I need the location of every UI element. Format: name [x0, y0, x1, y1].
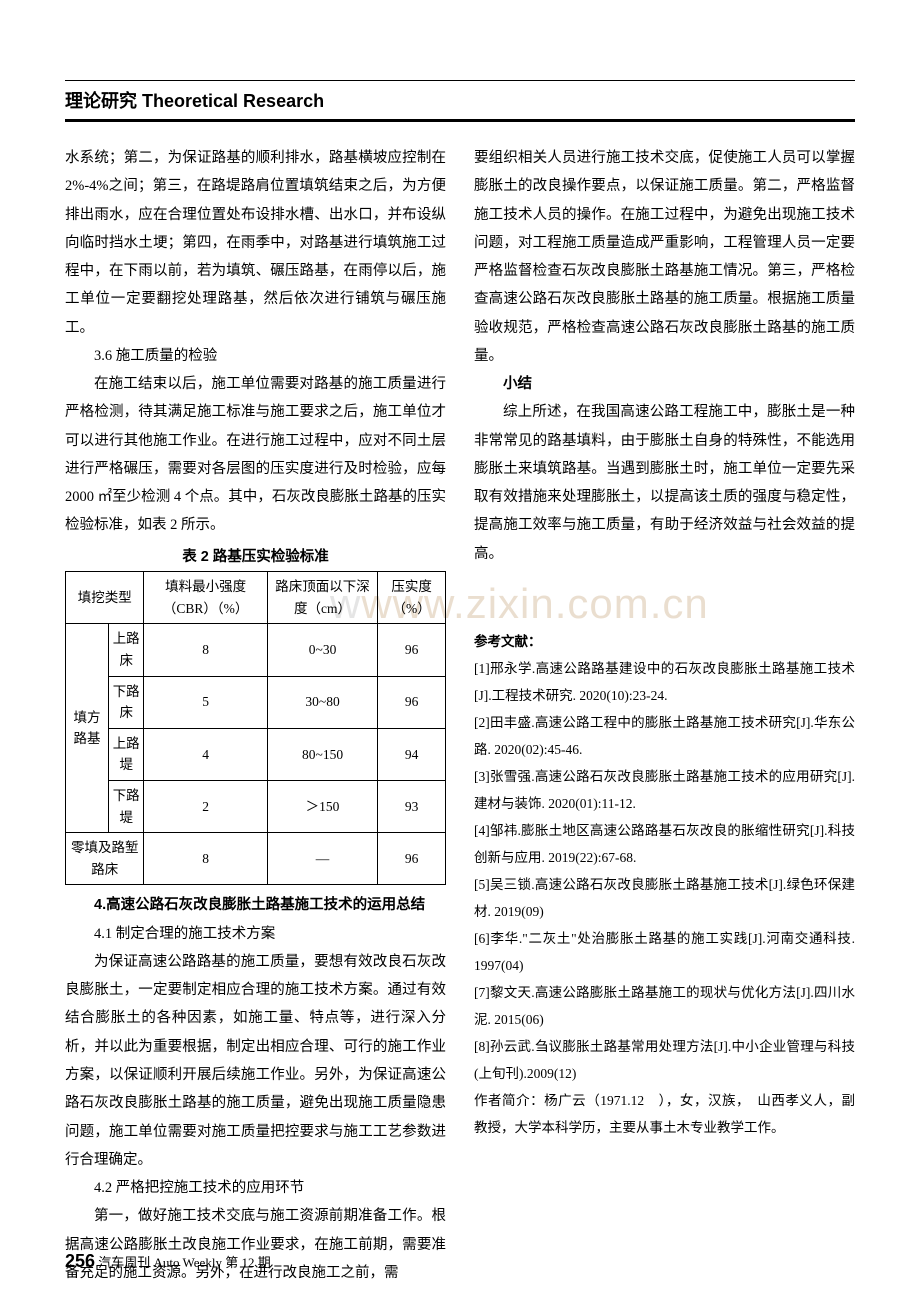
cell-comp: 96: [378, 676, 446, 728]
cell-cbr: 8: [144, 833, 267, 885]
table-row: 填方路基 上路床 8 0~30 96: [66, 624, 446, 676]
reference-item: [1]邢永学.高速公路路基建设中的石灰改良膨胀土路基施工技术[J].工程技术研究…: [474, 655, 855, 709]
left-p41: 为保证高速公路路基的施工质量，要想有效改良石灰改良膨胀土，一定要制定相应合理的施…: [65, 948, 446, 1174]
reference-item: [2]田丰盛.高速公路工程中的膨胀土路基施工技术研究[J].华东公路. 2020…: [474, 709, 855, 763]
reference-item: [5]吴三锁.高速公路石灰改良膨胀土路基施工技术[J].绿色环保建材. 2019…: [474, 871, 855, 925]
left-column: 水系统；第二，为保证路基的顺利排水，路基横坡应控制在 2%-4%之间；第三，在路…: [65, 144, 446, 1287]
references-heading: 参考文献：: [474, 628, 855, 655]
table-row: 下路床 5 30~80 96: [66, 676, 446, 728]
cell-cat: 零填及路堑路床: [66, 833, 144, 885]
right-column: 要组织相关人员进行施工技术交底，促使施工人员可以掌握膨胀土的改良操作要点，以保证…: [474, 144, 855, 1287]
th-type: 填挖类型: [66, 572, 144, 624]
heading-summary: 小结: [474, 370, 855, 398]
left-p42: 第一，做好施工技术交底与施工资源前期准备工作。根据高速公路膨胀土改良施工作业要求…: [65, 1202, 446, 1287]
cell-cbr: 4: [144, 728, 267, 780]
heading-4: 4.高速公路石灰改良膨胀土路基施工技术的运用总结: [65, 891, 446, 919]
cell-comp: 93: [378, 781, 446, 833]
reference-item: [4]邹祎.膨胀土地区高速公路路基石灰改良的胀缩性研究[J].科技创新与应用. …: [474, 817, 855, 871]
cell-sub: 下路床: [108, 676, 143, 728]
page-header: 理论研究 Theoretical Research: [65, 80, 855, 122]
reference-item: [3]张雪强.高速公路石灰改良膨胀土路基施工技术的应用研究[J].建材与装饰. …: [474, 763, 855, 817]
table-row: 下路堤 2 ＞150 93: [66, 781, 446, 833]
cell-cbr: 8: [144, 624, 267, 676]
th-comp: 压实度（%）: [378, 572, 446, 624]
author-info: 作者简介：杨广云（1971.12 ），女，汉族， 山西孝义人，副教授，大学本科学…: [474, 1087, 855, 1141]
left-p1: 水系统；第二，为保证路基的顺利排水，路基横坡应控制在 2%-4%之间；第三，在路…: [65, 144, 446, 342]
th-depth: 路床顶面以下深度（cm）: [267, 572, 377, 624]
table-2: 填挖类型 填料最小强度（CBR）（%） 路床顶面以下深度（cm） 压实度（%） …: [65, 571, 446, 885]
right-p-summary: 综上所述，在我国高速公路工程施工中，膨胀土是一种非常常见的路基填料，由于膨胀土自…: [474, 398, 855, 568]
cell-depth: 0~30: [267, 624, 377, 676]
cell-cbr: 2: [144, 781, 267, 833]
cell-comp: 94: [378, 728, 446, 780]
reference-item: [6]李华."二灰土"处治膨胀土路基的施工实践[J].河南交通科技. 1997(…: [474, 925, 855, 979]
cell-sub: 上路堤: [108, 728, 143, 780]
cell-comp: 96: [378, 624, 446, 676]
reference-item: [7]黎文天.高速公路膨胀土路基施工的现状与优化方法[J].四川水泥. 2015…: [474, 979, 855, 1033]
reference-item: [8]孙云武.刍议膨胀土路基常用处理方法[J].中小企业管理与科技(上旬刊).2…: [474, 1033, 855, 1087]
table-row: 上路堤 4 80~150 94: [66, 728, 446, 780]
cell-sub: 上路床: [108, 624, 143, 676]
main-columns: 水系统；第二，为保证路基的顺利排水，路基横坡应控制在 2%-4%之间；第三，在路…: [65, 144, 855, 1287]
header-title: 理论研究 Theoretical Research: [65, 91, 324, 111]
right-p-cont: 要组织相关人员进行施工技术交底，促使施工人员可以掌握膨胀土的改良操作要点，以保证…: [474, 144, 855, 370]
cell-comp: 96: [378, 833, 446, 885]
th-cbr: 填料最小强度（CBR）（%）: [144, 572, 267, 624]
cell-depth: 80~150: [267, 728, 377, 780]
left-p36: 在施工结束以后，施工单位需要对路基的施工质量进行严格检测，待其满足施工标准与施工…: [65, 370, 446, 540]
heading-3-6: 3.6 施工质量的检验: [65, 342, 446, 370]
spacer: [474, 568, 855, 628]
cell-cbr: 5: [144, 676, 267, 728]
cell-sub: 下路堤: [108, 781, 143, 833]
cell-depth: 30~80: [267, 676, 377, 728]
table-row: 零填及路堑路床 8 — 96: [66, 833, 446, 885]
heading-4-2: 4.2 严格把控施工技术的应用环节: [65, 1174, 446, 1202]
table-2-caption: 表 2 路基压实检验标准: [65, 544, 446, 572]
table-header-row: 填挖类型 填料最小强度（CBR）（%） 路床顶面以下深度（cm） 压实度（%）: [66, 572, 446, 624]
heading-4-1: 4.1 制定合理的施工技术方案: [65, 920, 446, 948]
cell-depth: ＞150: [267, 781, 377, 833]
cell-depth: —: [267, 833, 377, 885]
cell-cat: 填方路基: [66, 624, 109, 833]
